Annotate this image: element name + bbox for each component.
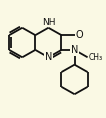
Text: N: N [71,45,78,55]
Text: O: O [76,30,83,40]
Text: N: N [45,52,52,62]
Text: NH: NH [42,18,55,27]
Text: CH₃: CH₃ [89,53,103,62]
